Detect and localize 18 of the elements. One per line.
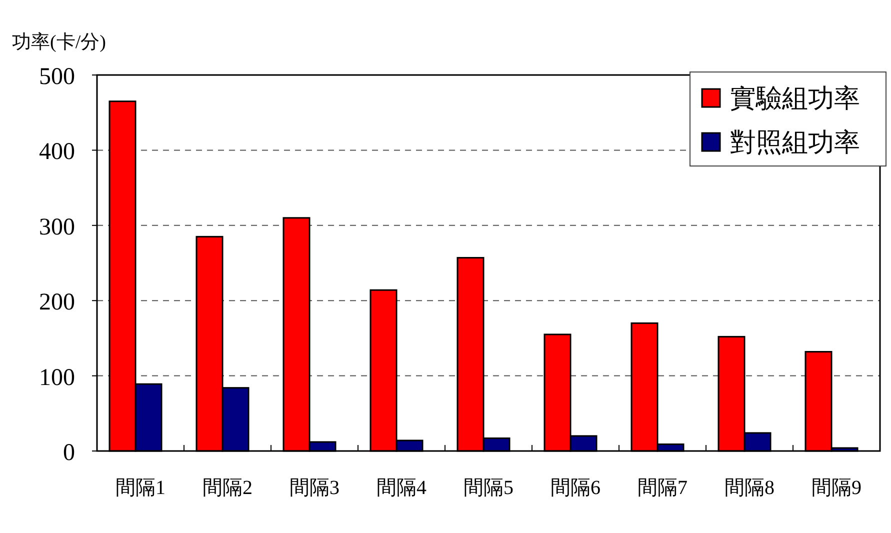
y-tick-label: 300 [39, 214, 75, 240]
y-tick-label: 500 [39, 64, 75, 90]
y-tick-label: 200 [39, 290, 75, 316]
y-tick-label: 0 [63, 440, 75, 466]
y-axis-title: 功率(卡/分) [12, 31, 106, 53]
y-tick-label: 400 [39, 139, 75, 166]
x-tick-label: 間隔3 [290, 477, 340, 499]
x-tick-label: 間隔8 [724, 477, 774, 499]
x-tick-label: 間隔2 [202, 477, 252, 499]
x-tick-label: 間隔4 [376, 477, 426, 499]
x-tick-label: 間隔1 [116, 477, 166, 499]
y-tick-label: 100 [39, 364, 75, 391]
legend-label: 對照組功率 [730, 128, 860, 157]
x-tick-label: 間隔5 [464, 477, 514, 499]
x-tick-label: 間隔7 [638, 477, 688, 499]
legend-label: 實驗組功率 [730, 84, 860, 113]
x-tick-label: 間隔6 [550, 477, 600, 499]
x-tick-label: 間隔9 [812, 477, 862, 499]
